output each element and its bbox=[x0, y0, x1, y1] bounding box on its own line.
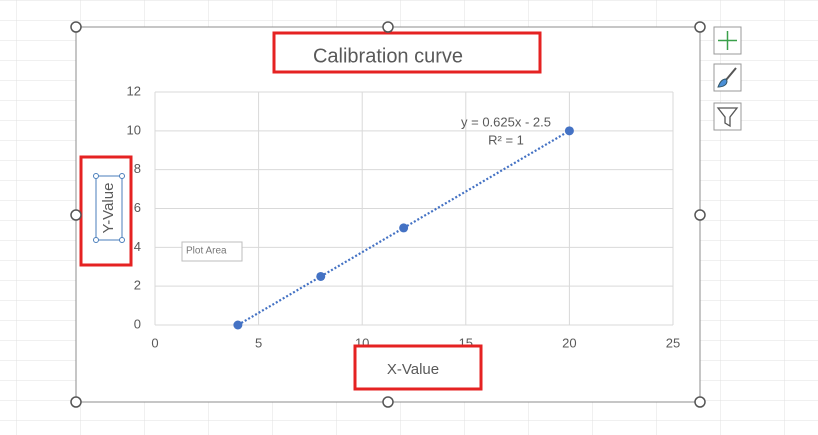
x-axis-title[interactable]: X-Value bbox=[387, 361, 439, 378]
y-tick-label: 6 bbox=[134, 200, 141, 215]
highlight-x-title bbox=[353, 344, 483, 391]
y-tick-label: 8 bbox=[134, 161, 141, 176]
y-tick-label: 0 bbox=[134, 316, 141, 331]
y-title-handles bbox=[93, 173, 125, 243]
trendline-r2[interactable]: R² = 1 bbox=[488, 132, 524, 147]
y-title-selection bbox=[95, 175, 123, 241]
y-tick-label: 4 bbox=[134, 239, 141, 254]
highlight-y-title bbox=[79, 155, 133, 267]
x-tick-label: 5 bbox=[255, 335, 262, 350]
point bbox=[399, 223, 409, 233]
x-tick-label: 0 bbox=[151, 335, 158, 350]
x-tick-label: 20 bbox=[562, 335, 576, 350]
chart-handles bbox=[70, 21, 706, 408]
point bbox=[564, 126, 574, 136]
chart-styles-button[interactable] bbox=[713, 63, 742, 92]
x-tick-label: 15 bbox=[459, 335, 473, 350]
chart-title[interactable]: Calibration curve bbox=[313, 45, 463, 67]
chart-filters-button[interactable] bbox=[713, 102, 742, 131]
trendline-equation[interactable]: y = 0.625x - 2.5 bbox=[461, 114, 551, 129]
x-tick-label: 25 bbox=[666, 335, 680, 350]
y-axis-title[interactable]: Y-Value bbox=[100, 183, 117, 234]
tooltip-text: Plot Area bbox=[186, 246, 227, 257]
x-tick-label: 10 bbox=[355, 335, 369, 350]
y-tick-label: 10 bbox=[127, 122, 141, 137]
y-tick-label: 2 bbox=[134, 278, 141, 293]
y-tick-label: 12 bbox=[127, 83, 141, 98]
trendline bbox=[237, 129, 570, 326]
tooltip bbox=[181, 241, 243, 262]
chart-area[interactable] bbox=[75, 26, 701, 403]
point bbox=[233, 320, 243, 330]
highlight-title bbox=[272, 31, 542, 74]
point bbox=[316, 271, 326, 281]
chart-elements-button[interactable] bbox=[713, 26, 742, 55]
